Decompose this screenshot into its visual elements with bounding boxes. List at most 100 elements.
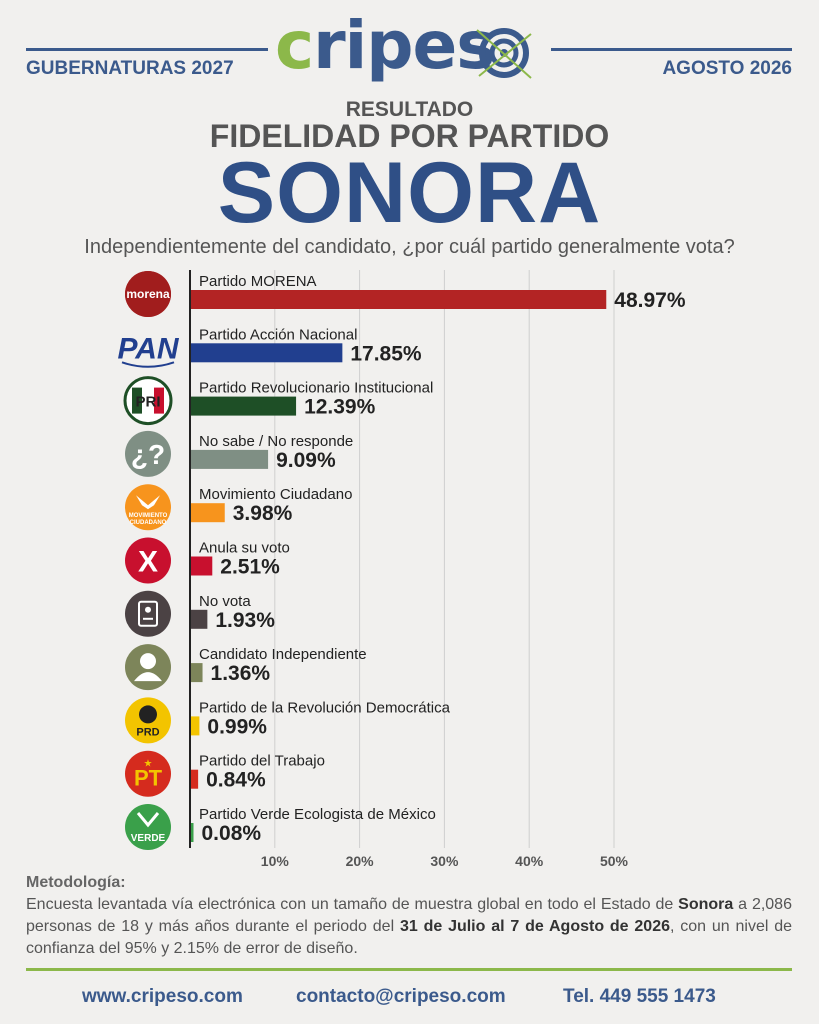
state-title: SONORA	[217, 145, 602, 241]
chart-row: morena Partido MORENA 48.97%	[125, 271, 686, 317]
methodology-dates: 31 de Julio al 7 de Agosto de 2026	[399, 918, 670, 935]
left-label: GUBERNATURAS 2027	[26, 58, 234, 79]
footer-website[interactable]: www.cripeso.com	[82, 986, 243, 1007]
pri-logo-text: PRI	[135, 394, 160, 411]
morena-bg	[125, 271, 171, 317]
value-label: 1.36%	[211, 662, 271, 685]
bar	[191, 663, 203, 683]
prd-logo-text: PRD	[136, 726, 159, 738]
bar	[191, 396, 297, 416]
prd-logo: PRD	[125, 697, 171, 744]
verde-logo-text: VERDE	[131, 833, 166, 844]
bar	[191, 343, 343, 363]
methodology-state: Sonora	[678, 896, 734, 913]
methodology-line1: Encuesta levantada vía electrónica con u…	[26, 896, 674, 913]
category-label: Partido Acción Nacional	[199, 326, 357, 343]
bar	[191, 556, 213, 576]
question-mark-text: ¿?	[131, 439, 165, 470]
methodology-line2: a 2,086 personas de 18 y más años durant…	[26, 896, 792, 935]
bar	[191, 716, 200, 736]
pt-logo-text: PT	[134, 766, 163, 791]
bar	[191, 449, 269, 469]
category-label: No vota	[199, 593, 251, 610]
icon-circle	[125, 430, 171, 477]
pri-logo: PRI	[123, 376, 173, 426]
category-label: Partido Verde Ecologista de México	[199, 806, 436, 823]
footer-phone[interactable]: Tel. 449 555 1473	[563, 986, 716, 1007]
bar	[191, 290, 607, 309]
morena-logo-text: morena	[126, 287, 170, 301]
category-label: Partido Revolucionario Institucional	[199, 380, 433, 397]
target-icon	[476, 28, 532, 79]
brand-logo: cripes	[275, 7, 545, 92]
bar-chart: 10% 20% 30% 40% 50% morena Partido MORENA 48.97…	[117, 270, 686, 869]
icon-circle	[125, 537, 171, 584]
no-vota-icon	[125, 590, 171, 637]
header-line-left	[26, 48, 268, 51]
ballot-rect	[138, 600, 158, 627]
methodology-text: Encuesta levantada vía electrónica con u…	[26, 894, 792, 960]
x-tick-label: 30%	[430, 853, 459, 869]
value-label: 9.09%	[276, 449, 336, 472]
pt-logo: ★PT	[125, 750, 171, 797]
category-label: Partido MORENA	[199, 273, 317, 290]
brand-wordmark: cripes	[275, 6, 496, 86]
category-label: Partido de la Revolución Democrática	[199, 699, 451, 716]
x-tick-label: 40%	[515, 853, 544, 869]
pri-red	[154, 387, 164, 414]
morena-logo: morena	[125, 271, 171, 317]
mc-logo-text-2: CIUDADANO	[130, 520, 167, 526]
category-label: Anula su voto	[199, 540, 290, 557]
person-body	[134, 672, 162, 682]
mc-logo-text-1: MOVIMIENTO	[129, 513, 168, 519]
survey-question: Independientemente del candidato, ¿por c…	[84, 236, 735, 258]
brand-wordmark-c: c	[275, 7, 314, 84]
value-label: 1.93%	[215, 609, 275, 632]
chart-row: VERDE Partido Verde Ecologista de México0…	[125, 804, 436, 850]
value-label: 3.98%	[233, 502, 293, 525]
x-tick-label: 10%	[261, 853, 290, 869]
person-head	[140, 653, 156, 670]
value-label: 12.39%	[304, 396, 376, 419]
value-label: 0.84%	[206, 769, 266, 792]
value-label: 17.85%	[350, 342, 422, 365]
verde-logo: VERDE	[125, 804, 171, 850]
bar	[191, 769, 199, 789]
header-line-right	[551, 48, 792, 51]
category-label: Candidato Independiente	[199, 646, 367, 663]
category-label: Partido del Trabajo	[199, 753, 325, 770]
chart-row: PRD Partido de la Revolución Democrática0…	[125, 697, 451, 744]
footer-divider	[26, 968, 792, 971]
right-label: AGOSTO 2026	[662, 58, 792, 79]
footer-email[interactable]: contacto@cripeso.com	[296, 986, 506, 1007]
methodology-title: Metodología:	[26, 874, 126, 891]
value-label: 2.51%	[220, 556, 280, 579]
icon-circle	[125, 750, 171, 797]
value-label: 0.99%	[207, 715, 267, 738]
prd-sun	[139, 705, 157, 724]
brand-wordmark-ripes: ripes	[313, 7, 495, 84]
bar	[191, 503, 225, 523]
category-label: No sabe / No responde	[199, 433, 353, 450]
x-tick-label: 20%	[346, 853, 375, 869]
value-label: 0.08%	[202, 822, 262, 845]
category-label: Movimiento Ciudadano	[199, 486, 352, 503]
person-icon	[125, 644, 171, 691]
pri-green	[132, 387, 142, 414]
chart-row: PRI Partido Revolucionario Institucional1…	[123, 376, 433, 426]
icon-circle	[125, 590, 171, 637]
bar	[191, 609, 208, 629]
subtitle: FIDELIDAD POR PARTIDO	[209, 118, 610, 154]
ballot-head	[145, 606, 151, 613]
pan-logo-text: PAN	[117, 332, 179, 365]
x-tick-label: 50%	[600, 853, 629, 869]
bar	[191, 823, 194, 842]
